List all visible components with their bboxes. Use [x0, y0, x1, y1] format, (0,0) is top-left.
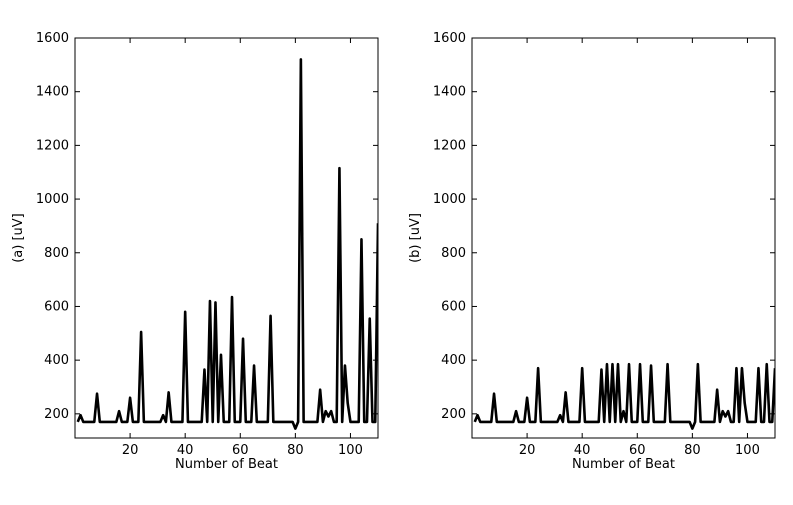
x-axis-label: Number of Beat [175, 457, 278, 472]
y-axis-label: (a) [uV] [11, 213, 26, 263]
x-tick-label: 60 [232, 443, 249, 458]
y-tick-label: 600 [441, 299, 466, 314]
series-line-a [76, 58, 378, 430]
x-tick-label: 80 [684, 443, 701, 458]
chart-panel-a: 200 400 600 800 1000 1200 1400 1600 20 40 60 80 100 N… [11, 31, 379, 472]
plot-frame [471, 37, 776, 439]
y-tick-label: 200 [441, 407, 466, 422]
y-tick-label: 600 [44, 299, 69, 314]
x-tick-label: 40 [177, 443, 194, 458]
x-tick-label: 80 [287, 443, 304, 458]
x-tick-label: 100 [735, 443, 760, 458]
y-tick-label: 800 [44, 246, 69, 261]
y-tick-label: 400 [44, 353, 69, 368]
series-line-b [473, 362, 775, 430]
y-tick-label: 1600 [433, 31, 466, 46]
y-tick-label: 1600 [36, 31, 69, 46]
x-tick-label: 40 [574, 443, 591, 458]
y-tick-label: 1000 [36, 192, 69, 207]
y-tick-label: 1200 [36, 138, 69, 153]
y-tick-label: 1200 [433, 138, 466, 153]
x-tick-label: 20 [122, 443, 139, 458]
y-tick-label: 1400 [36, 85, 69, 100]
y-tick-label: 400 [441, 353, 466, 368]
plot-frame [74, 37, 379, 439]
y-tick-label: 200 [44, 407, 69, 422]
y-tick-label: 1000 [433, 192, 466, 207]
y-tick-label: 800 [441, 246, 466, 261]
y-axis-label: (b) [uV] [408, 213, 423, 263]
x-tick-label: 60 [629, 443, 646, 458]
y-tick-label: 1400 [433, 85, 466, 100]
x-tick-label: 20 [519, 443, 536, 458]
chart-panel-b: 200 400 600 800 1000 1200 1400 1600 20 40 60 80 100 N… [408, 31, 776, 472]
x-axis-label: Number of Beat [572, 457, 675, 472]
x-tick-label: 100 [338, 443, 363, 458]
